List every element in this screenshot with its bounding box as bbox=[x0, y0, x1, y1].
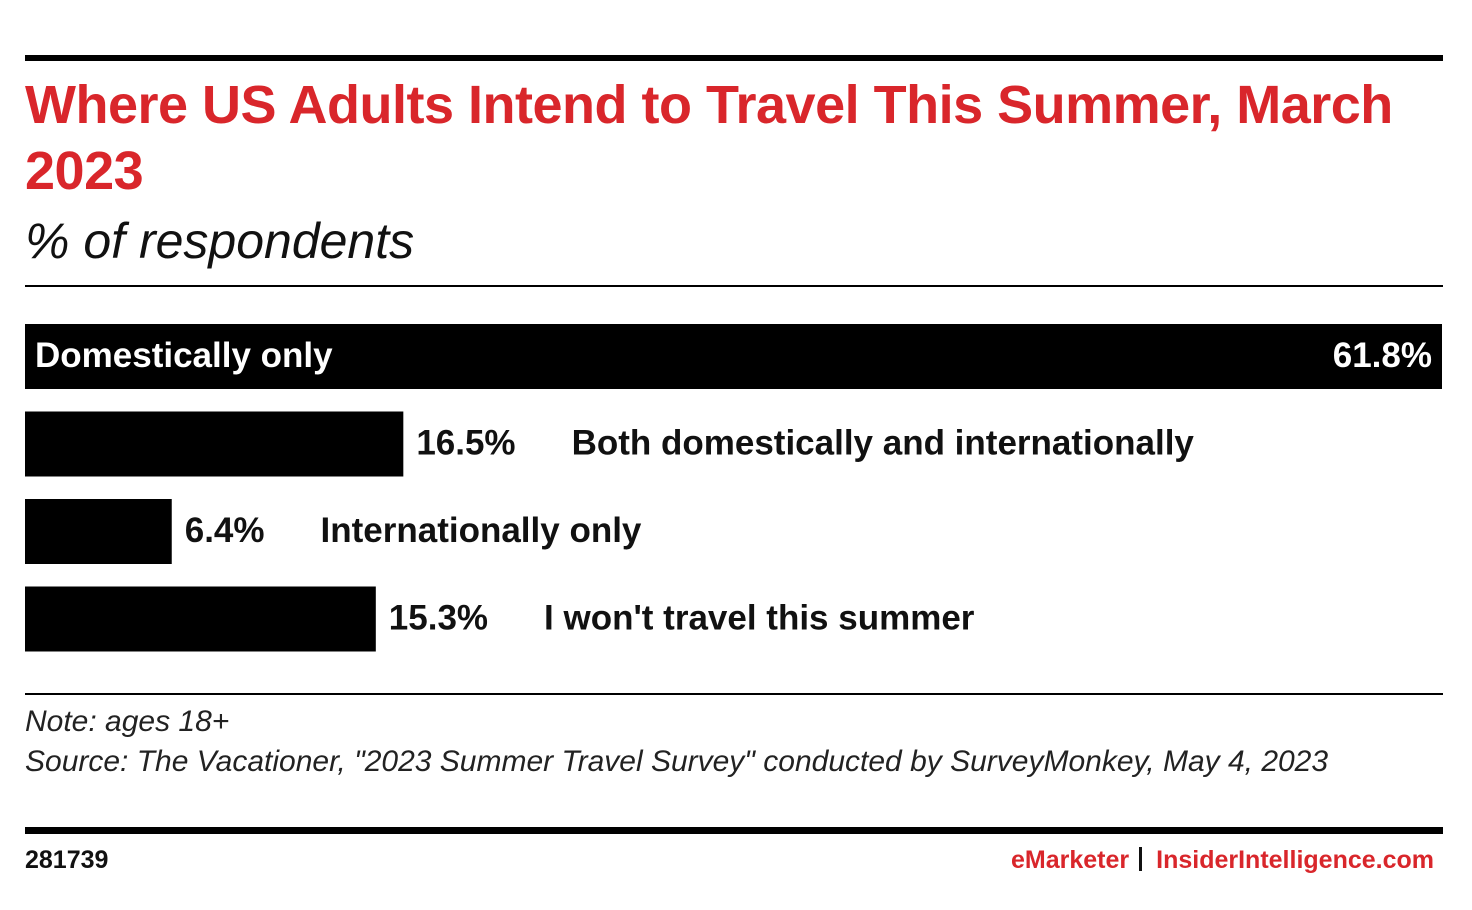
category-label: Both domestically and internationally bbox=[572, 423, 1195, 462]
separator bbox=[1139, 847, 1143, 871]
category-label: I won't travel this summer bbox=[544, 598, 975, 637]
bar bbox=[25, 324, 1442, 389]
chart-subtitle: % of respondents bbox=[25, 213, 415, 269]
chart-id: 281739 bbox=[25, 846, 109, 874]
source: Source: The Vacationer, "2023 Summer Tra… bbox=[25, 745, 1329, 778]
value-label: 61.8% bbox=[1333, 336, 1432, 375]
value-label: 6.4% bbox=[185, 511, 265, 550]
footer-brand: eMarketer InsiderIntelligence.com bbox=[1011, 846, 1434, 875]
bottom-rule bbox=[25, 827, 1443, 834]
value-label: 15.3% bbox=[389, 598, 488, 637]
top-rule bbox=[25, 55, 1443, 61]
bar bbox=[25, 499, 172, 564]
chart-title: Where US Adults Intend to Travel This Su… bbox=[25, 75, 1393, 201]
website: InsiderIntelligence.com bbox=[1156, 846, 1434, 874]
category-label: Internationally only bbox=[321, 511, 642, 550]
bar bbox=[25, 411, 404, 477]
category-label: Domestically only bbox=[35, 336, 333, 375]
bar bbox=[25, 586, 376, 652]
publisher: eMarketer bbox=[1011, 846, 1130, 874]
header-rule bbox=[25, 285, 1443, 287]
note: Note: ages 18+ bbox=[25, 705, 230, 738]
plot-rule bbox=[25, 693, 1443, 695]
value-label: 16.5% bbox=[416, 423, 515, 462]
